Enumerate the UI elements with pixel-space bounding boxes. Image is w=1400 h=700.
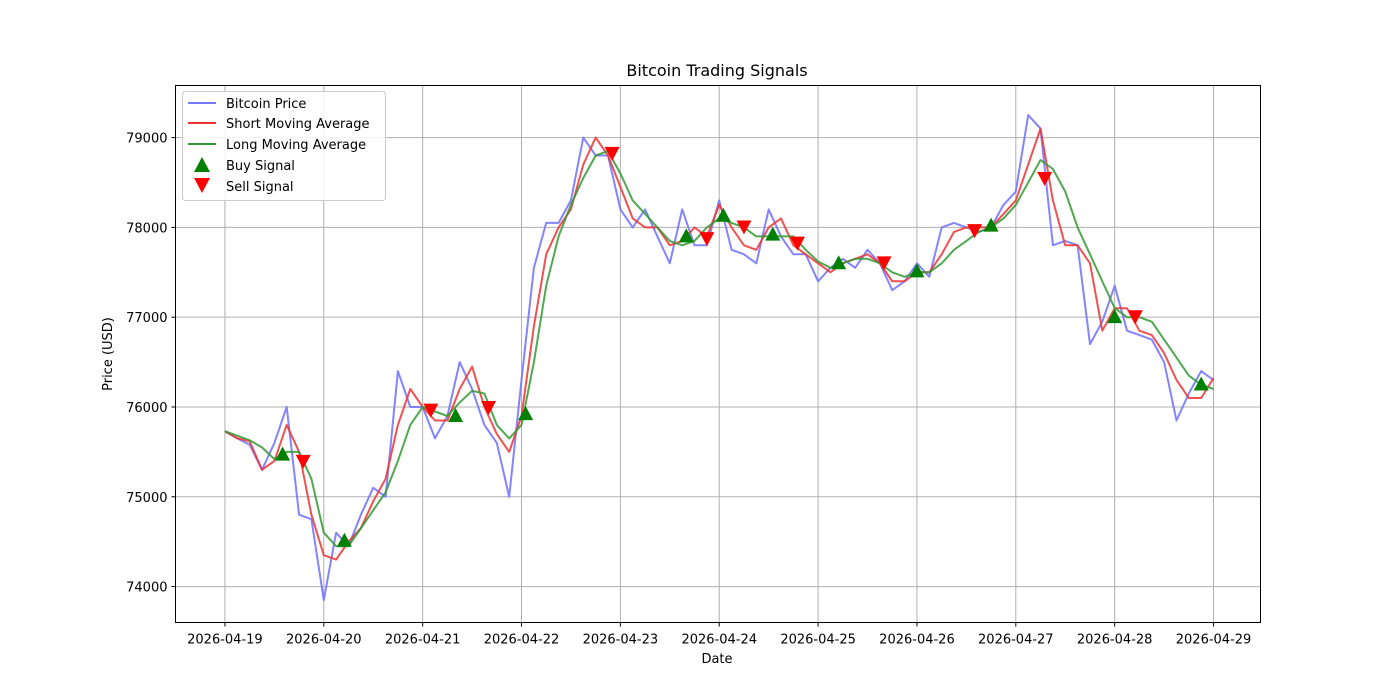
signal-markers	[275, 146, 1209, 547]
sell-signal-marker	[423, 403, 439, 418]
legend: Bitcoin Price Short Moving Average Long …	[182, 91, 386, 201]
plot-frame	[175, 85, 1261, 623]
x-tick-label: 2026-04-23	[583, 633, 659, 648]
legend-label-buy: Buy Signal	[226, 159, 295, 174]
chart-title: Bitcoin Trading Signals	[626, 61, 807, 80]
legend-label-long-ma: Long Moving Average	[226, 138, 366, 153]
sell-signal-marker	[876, 256, 892, 271]
buy-signal-marker	[715, 207, 731, 222]
y-tick-label: 77000	[126, 311, 167, 326]
buy-signal-marker	[909, 263, 925, 278]
buy-signal-marker	[518, 406, 534, 421]
y-tick-label: 74000	[126, 581, 167, 596]
legend-label-sell: Sell Signal	[226, 180, 294, 195]
x-tick-label: 2026-04-24	[681, 633, 757, 648]
sell-signal-marker	[604, 146, 620, 161]
buy-signal-marker	[336, 532, 352, 547]
buy-signal-marker	[678, 228, 694, 243]
axis-ticks: 2026-04-19 2026-04-20 2026-04-21 2026-04-22…	[126, 132, 1251, 648]
x-tick-label: 2026-04-26	[879, 633, 955, 648]
x-tick-label: 2026-04-22	[484, 633, 560, 648]
grid	[175, 85, 1261, 623]
x-tick-label: 2026-04-29	[1176, 633, 1252, 648]
price-line	[224, 114, 1215, 602]
buy-signal-marker	[831, 255, 847, 270]
x-tick-label: 2026-04-28	[1077, 633, 1153, 648]
sell-signal-marker	[736, 220, 752, 235]
legend-label-price: Bitcoin Price	[226, 97, 306, 112]
sell-signal-marker	[481, 400, 497, 415]
y-tick-label: 76000	[126, 401, 167, 416]
x-axis-label: Date	[701, 652, 732, 667]
x-tick-label: 2026-04-25	[780, 633, 856, 648]
sell-signal-marker	[699, 232, 715, 247]
x-tick-label: 2026-04-27	[978, 633, 1054, 648]
sell-signal-marker	[295, 454, 311, 469]
buy-signal-marker	[983, 217, 999, 232]
legend-buy-marker-icon	[194, 157, 210, 172]
legend-sell-marker-icon	[194, 178, 210, 193]
sell-signal-marker	[967, 224, 983, 239]
x-tick-label: 2026-04-19	[187, 633, 263, 648]
buy-signal-marker	[765, 226, 781, 241]
buy-signal-marker	[1107, 309, 1123, 324]
y-tick-label: 75000	[126, 491, 167, 506]
y-axis-label: Price (USD)	[101, 317, 116, 391]
legend-label-short-ma: Short Moving Average	[226, 117, 370, 132]
buy-signal-marker	[275, 446, 291, 461]
sell-signal-marker	[1127, 310, 1143, 325]
sell-signal-marker	[1037, 171, 1053, 186]
x-tick-label: 2026-04-21	[385, 633, 461, 648]
buy-signal-marker	[1193, 376, 1209, 391]
y-tick-label: 78000	[126, 221, 167, 236]
y-tick-label: 79000	[126, 132, 167, 147]
buy-signal-marker	[448, 407, 464, 422]
x-tick-label: 2026-04-20	[286, 633, 362, 648]
sell-signal-marker	[790, 236, 806, 251]
